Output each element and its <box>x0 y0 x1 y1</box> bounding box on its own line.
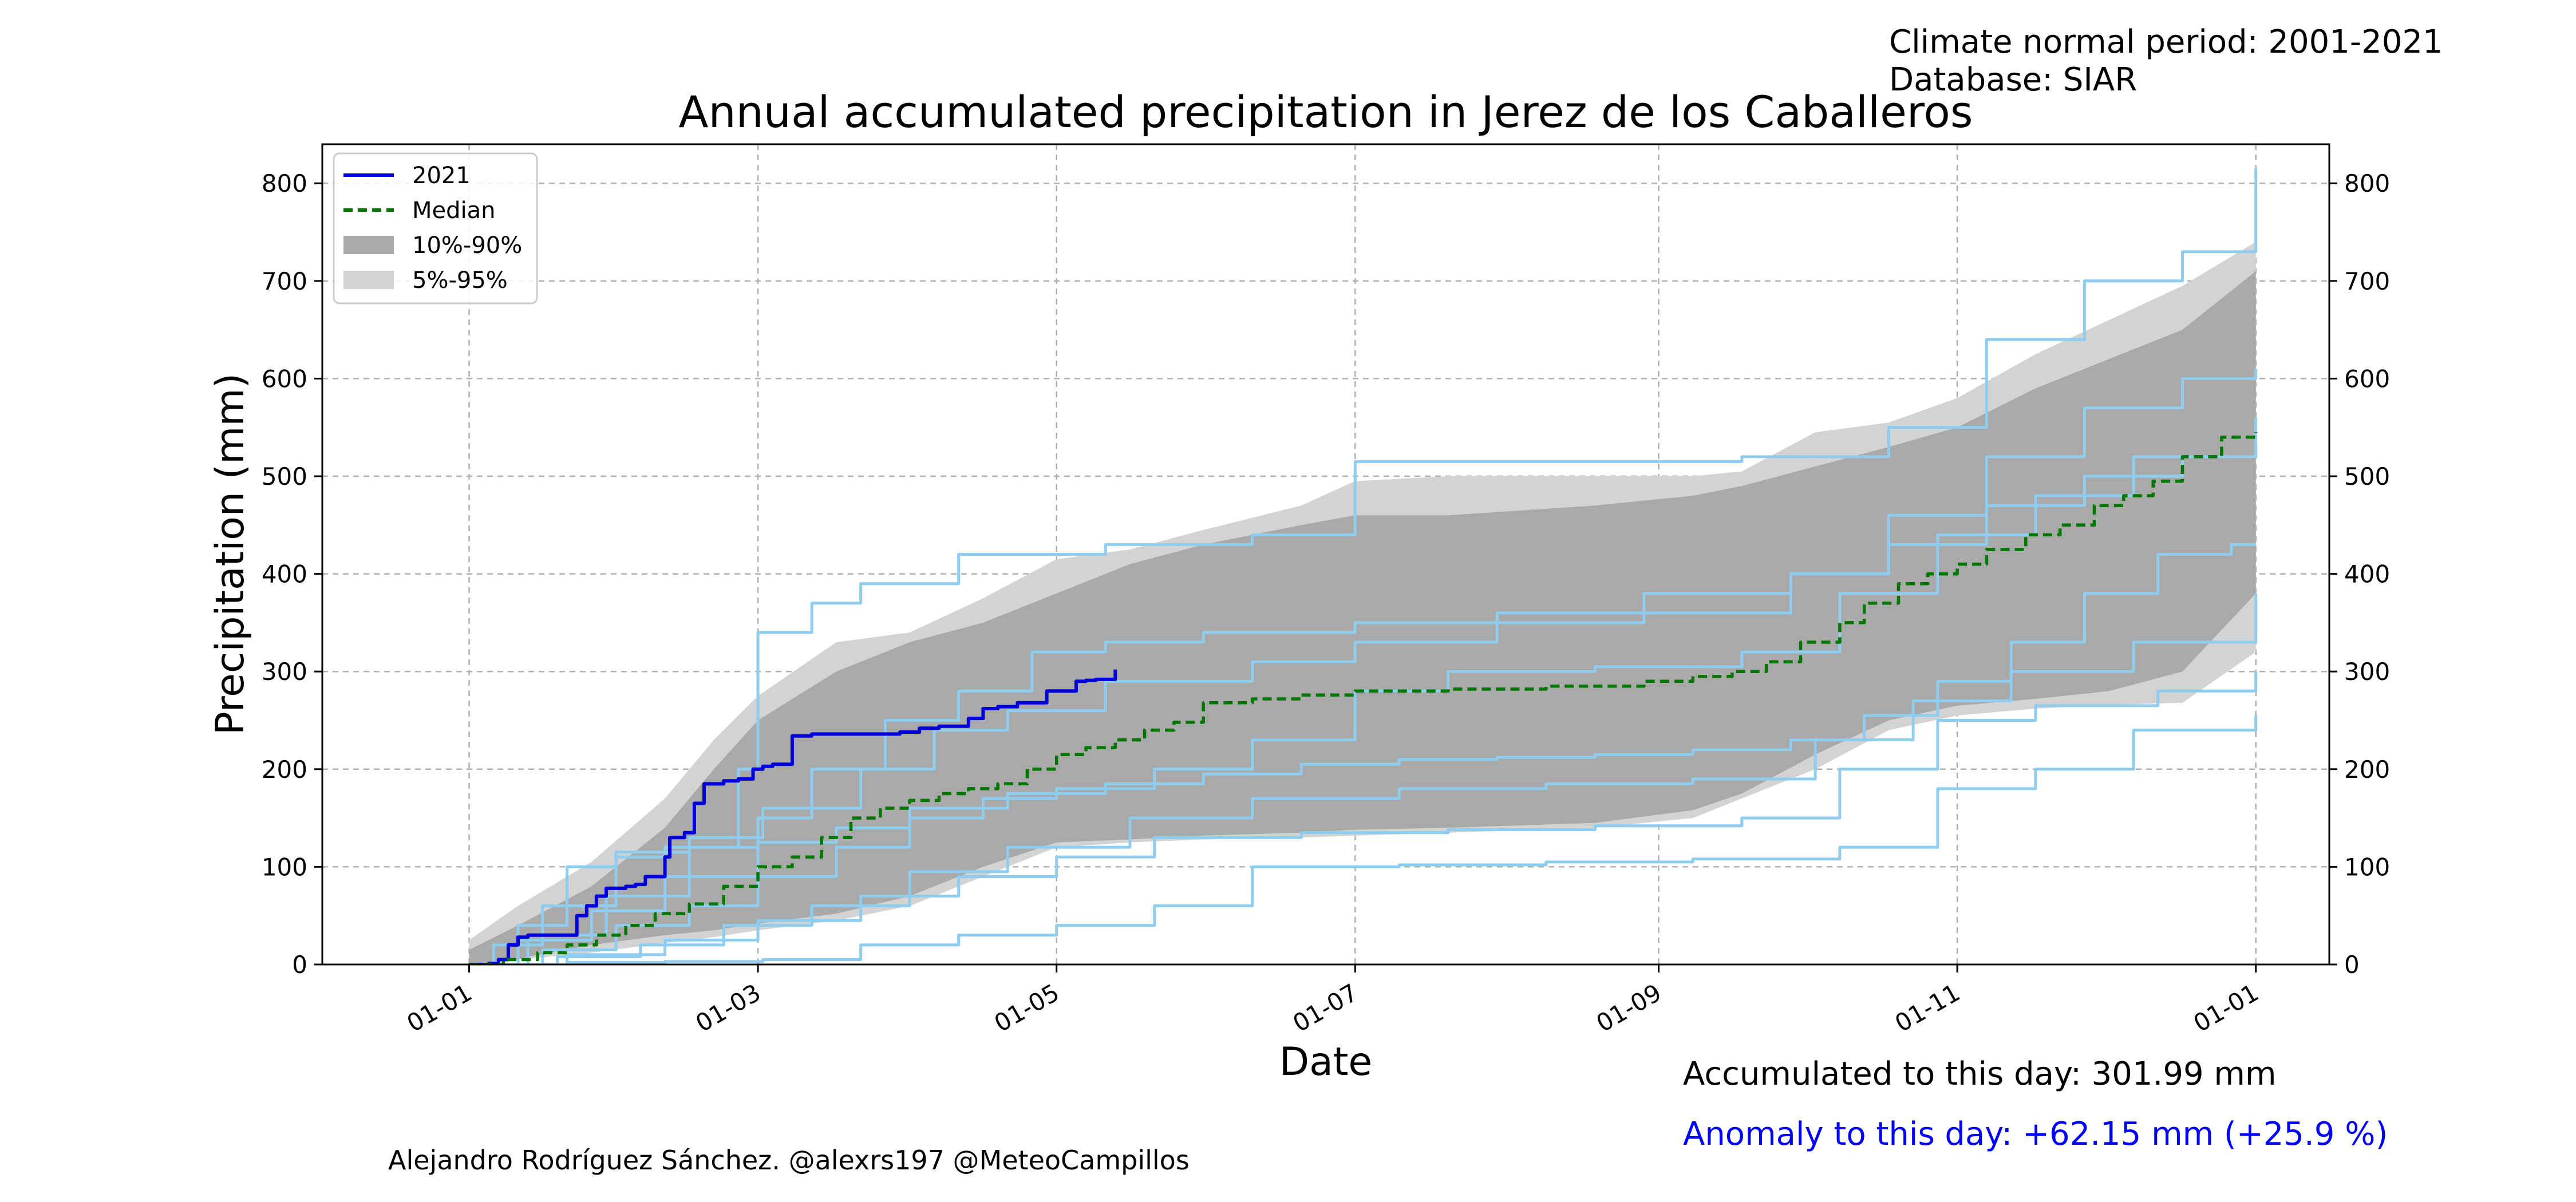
y-tick-label-right: 600 <box>2344 365 2390 393</box>
plot-frame <box>321 143 2330 966</box>
y-tick-label-right: 500 <box>2344 462 2390 491</box>
legend-label: 2021 <box>412 163 471 189</box>
credits-text: Alejandro Rodríguez Sánchez. @alexrs197 … <box>388 1145 1190 1176</box>
y-tick-label-left: 500 <box>262 462 307 491</box>
y-axis-label: Precipitation (mm) <box>208 373 253 735</box>
percentile-bands <box>469 242 2256 964</box>
climate-normal-text: Climate normal period: 2001-2021 <box>1889 23 2443 61</box>
y-tick-label-left: 100 <box>262 853 307 881</box>
y-tick-label-left: 600 <box>262 365 307 393</box>
y-tick-label-left: 0 <box>292 951 307 979</box>
legend-swatch <box>343 271 394 289</box>
past-year-line <box>469 369 2258 964</box>
legend-swatch <box>343 236 394 254</box>
y-tick-label-right: 700 <box>2344 267 2390 295</box>
y-tick-label-right: 400 <box>2344 560 2390 588</box>
legend-label: Median <box>412 197 496 224</box>
y-tick-label-right: 300 <box>2344 658 2390 686</box>
past-year-lines <box>469 168 2258 964</box>
legend-label: 10%-90% <box>412 232 522 259</box>
past-year-line <box>469 715 2258 964</box>
legend-label: 5%-95% <box>412 267 508 294</box>
y-tick-label-left: 700 <box>262 267 307 295</box>
y-tick-label-left: 200 <box>262 756 307 784</box>
series-lines <box>469 432 2258 964</box>
database-text: Database: SIAR <box>1889 61 2137 98</box>
legend: 2021 Median 10%-90% 5%-95% <box>333 152 538 305</box>
x-axis-label: Date <box>1279 1039 1373 1085</box>
past-year-line <box>469 168 2258 964</box>
legend-box <box>333 152 538 305</box>
chart-title: Annual accumulated precipitation in Jere… <box>678 86 1973 137</box>
median-line <box>469 432 2258 964</box>
current-year-line <box>469 669 1117 964</box>
past-year-line <box>469 593 2258 964</box>
past-year-line <box>469 446 2258 964</box>
accumulated-text: Accumulated to this day: 301.99 mm <box>1683 1055 2277 1093</box>
y-tick-label-right: 200 <box>2344 756 2390 784</box>
y-tick-label-left: 300 <box>262 658 307 686</box>
y-tick-label-left: 800 <box>262 169 307 197</box>
y-tick-label-left: 400 <box>262 560 307 588</box>
y-tick-label-right: 0 <box>2344 951 2360 979</box>
y-tick-label-right: 100 <box>2344 853 2390 881</box>
band-10-90 <box>469 271 2256 964</box>
y-tick-label-right: 800 <box>2344 169 2390 197</box>
anomaly-text: Anomaly to this day: +62.15 mm (+25.9 %) <box>1683 1116 2388 1153</box>
past-year-line <box>469 671 2258 964</box>
past-year-line <box>469 417 2258 964</box>
